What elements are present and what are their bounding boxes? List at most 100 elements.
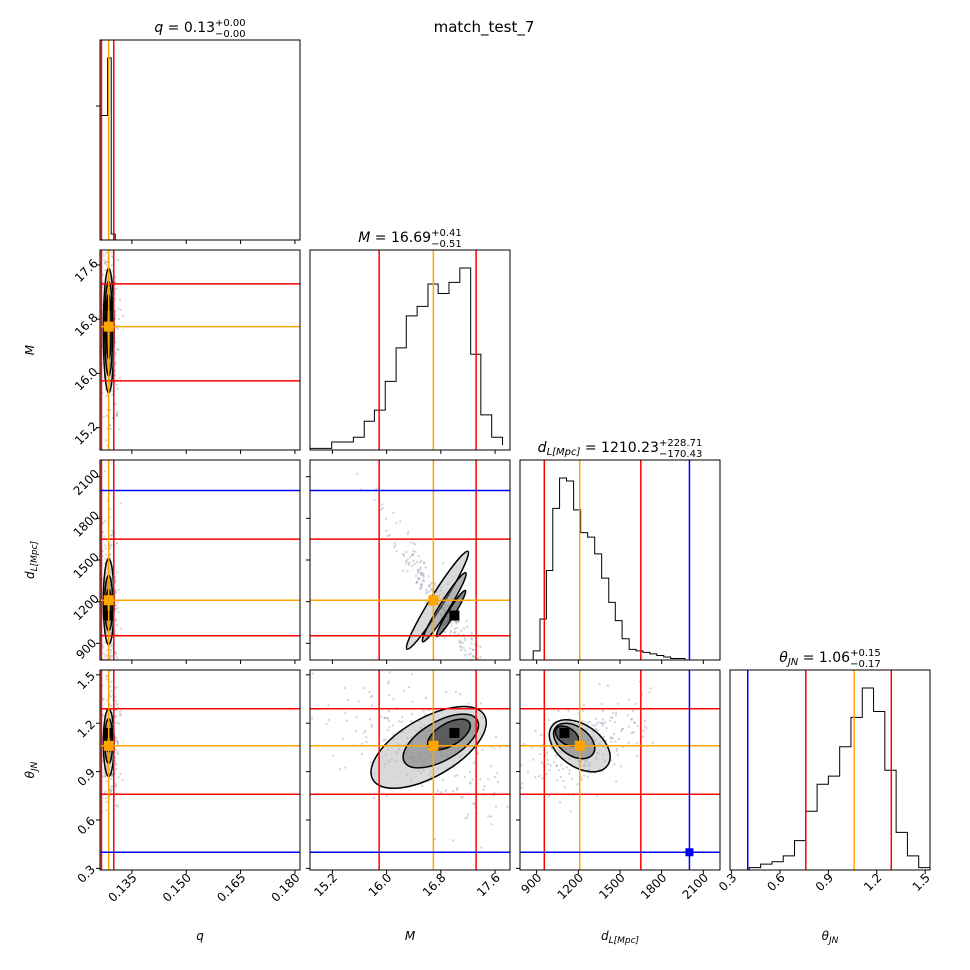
panels: q = 0.13+0.00−0.00 15.2 16.0 16.8 17.6 M = 16…: [23, 18, 933, 946]
scatter-point: [469, 781, 472, 784]
scatter-point: [103, 771, 106, 774]
panel-title-err-minus: −0.51: [431, 239, 462, 250]
scatter-point: [111, 772, 114, 775]
scatter-point: [118, 376, 121, 379]
scatter-point: [455, 620, 458, 623]
scatter-point: [410, 712, 413, 715]
scatter-point: [465, 619, 468, 622]
scatter-point: [101, 283, 104, 286]
scatter-point: [371, 704, 374, 707]
scatter-point: [417, 555, 420, 558]
scatter-point: [476, 751, 479, 754]
scatter-point: [118, 428, 121, 431]
scatter-point: [106, 663, 108, 665]
scatter-point: [405, 560, 408, 563]
panel-title: θJN = 1.06+0.15: [779, 648, 880, 668]
scatter-point: [454, 620, 457, 623]
scatter-point: [115, 378, 118, 381]
y-tick-label: 16.8: [72, 310, 101, 339]
scatter-point: [492, 794, 495, 797]
scatter-point: [103, 652, 106, 655]
scatter-point: [434, 584, 437, 587]
scatter-point: [115, 715, 118, 718]
scatter-point: [114, 763, 117, 766]
panel-frame: [99, 39, 301, 241]
scatter-point: [632, 731, 635, 734]
scatter-point: [117, 588, 120, 591]
scatter-point: [424, 713, 427, 716]
scatter-point: [387, 682, 390, 685]
scatter-point: [450, 624, 453, 627]
scatter-point: [615, 748, 618, 751]
scatter-point: [381, 507, 384, 510]
scatter-point: [101, 304, 104, 307]
scatter-point: [520, 786, 523, 789]
scatter-point: [117, 241, 119, 243]
scatter-point: [615, 750, 618, 753]
y-axis-label-theta: θJN: [23, 761, 40, 778]
x-tick-label: 0.6: [764, 871, 787, 894]
scatter-point: [115, 762, 118, 765]
scatter-point: [605, 727, 608, 730]
scatter-point: [499, 767, 501, 769]
scatter-point: [101, 555, 104, 558]
y-tick-label: 1200: [71, 592, 102, 623]
scatter-point: [613, 763, 616, 766]
panel-title: M = 16.69+0.41: [358, 228, 461, 246]
scatter-point: [551, 747, 554, 750]
y-tick-label: 900: [73, 636, 99, 662]
scatter-point: [114, 708, 117, 711]
histogram-panel-M: M = 16.69+0.41−0.51: [309, 228, 511, 454]
scatter-point: [100, 755, 102, 758]
scatter-point: [547, 719, 550, 722]
scatter-point: [361, 753, 364, 756]
scatter-point: [109, 695, 112, 698]
scatter-point: [410, 720, 413, 723]
median-marker: [428, 595, 439, 606]
scatter-point: [392, 698, 395, 701]
scatter-point: [100, 326, 102, 329]
scatter-point: [420, 571, 423, 574]
scatter-point: [582, 704, 585, 707]
scatter-point: [356, 472, 359, 475]
scatter-point: [596, 729, 599, 732]
scatter-point: [599, 721, 602, 724]
scatter-point: [116, 753, 119, 756]
scatter-point: [117, 348, 120, 351]
scatter-point: [520, 764, 523, 767]
scatter-point: [610, 736, 613, 739]
scatter-point: [466, 816, 469, 819]
scatter-point: [574, 810, 576, 812]
scatter-point: [405, 550, 408, 553]
scatter-point: [327, 704, 330, 707]
scatter-point: [492, 691, 494, 693]
scatter-point: [114, 231, 116, 233]
panel-title-err-minus: −0.00: [215, 29, 246, 40]
scatter-point: [545, 773, 548, 776]
scatter-panel-theta-vs-q: 0.135 0.150 0.165 0.180 0.3 0.6 0.9 1.2 1.5: [75, 663, 303, 905]
scatter-point: [418, 578, 421, 581]
scatter-point: [439, 791, 442, 794]
scatter-point: [493, 747, 496, 750]
histogram-panel-q: q = 0.13+0.00−0.00: [96, 18, 301, 244]
scatter-point: [117, 317, 120, 320]
scatter-point: [633, 721, 636, 724]
scatter-point: [459, 645, 462, 648]
scatter-point: [105, 439, 108, 442]
scatter-point: [534, 729, 537, 732]
scatter-point: [95, 344, 97, 346]
panel-frame: [309, 249, 511, 451]
x-tick-label: 1500: [596, 871, 627, 902]
scatter-point: [388, 694, 391, 697]
scatter-point: [496, 772, 499, 775]
scatter-point: [581, 778, 584, 781]
scatter-point: [487, 815, 490, 818]
scatter-point: [464, 817, 467, 820]
scatter-point: [101, 658, 104, 660]
panel-content: [532, 460, 699, 660]
scatter-point: [109, 246, 111, 248]
scatter-point: [113, 633, 116, 636]
scatter-point: [114, 619, 117, 622]
scatter-point: [111, 255, 114, 258]
scatter-point: [115, 721, 118, 724]
